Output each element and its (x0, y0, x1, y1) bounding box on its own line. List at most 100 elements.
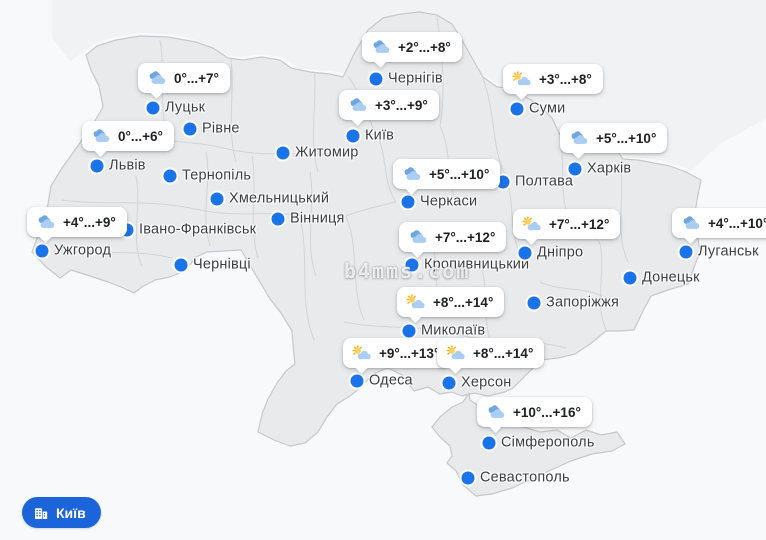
weather-badge[interactable]: 0°...+7° (138, 63, 230, 99)
city-label: Івано-Франківськ (139, 221, 257, 238)
badge-pointer (525, 232, 538, 245)
cloudy-icon (35, 214, 57, 231)
city-dot[interactable] (183, 122, 197, 136)
city-dot[interactable] (271, 212, 285, 226)
city-dot[interactable] (174, 258, 188, 272)
badge-pointer (355, 361, 368, 374)
partly-sunny-icon (445, 345, 467, 362)
temperature-range: +8°...+14° (433, 294, 494, 310)
city-label: Чернівці (193, 256, 251, 273)
temperature-range: +8°...+14° (473, 345, 534, 361)
city-dot[interactable] (346, 129, 360, 143)
badge-pointer (572, 146, 585, 159)
badge-pointer (684, 231, 697, 244)
temperature-range: +3°...+8° (539, 71, 592, 87)
cloudy-icon (568, 130, 590, 147)
city-buildings-icon (35, 507, 48, 519)
city-label: Харків (587, 160, 632, 177)
city-label: Ужгород (54, 242, 112, 259)
temperature-range: +9°...+13° (379, 345, 440, 361)
city-label: Дніпро (537, 244, 584, 261)
badge-pointer (449, 361, 462, 374)
city-dot[interactable] (402, 324, 416, 338)
city-dot[interactable] (461, 471, 475, 485)
badge-pointer (489, 420, 502, 433)
temperature-range: +2°...+8° (398, 39, 451, 55)
temperature-range: +3°...+9° (375, 97, 428, 113)
city-dot[interactable] (623, 271, 637, 285)
city-dot[interactable] (510, 102, 524, 116)
city-label: Донецьк (642, 269, 700, 286)
cloudy-icon (347, 97, 369, 114)
badge-pointer (94, 144, 107, 157)
weather-badge[interactable]: 0°...+6° (82, 121, 174, 157)
city-label: Чернігів (388, 70, 443, 87)
badge-pointer (411, 245, 424, 258)
weather-badge[interactable]: +8°...+14° (437, 338, 545, 374)
location-chip[interactable]: Київ (22, 497, 101, 528)
weather-badge[interactable]: +9°...+13° (343, 338, 451, 374)
city-dot[interactable] (276, 146, 290, 160)
city-dot[interactable] (146, 101, 160, 115)
city-dot[interactable] (518, 246, 532, 260)
cloudy-icon (90, 128, 112, 145)
cloudy-icon (146, 70, 168, 87)
cloudy-icon (485, 404, 507, 421)
city-label: Житомир (295, 144, 359, 161)
badge-pointer (374, 55, 387, 68)
city-dot[interactable] (527, 296, 541, 310)
city-dot[interactable] (405, 258, 419, 272)
city-label: Суми (529, 100, 566, 117)
city-label: Вінниця (290, 210, 345, 227)
city-label: Миколаїв (421, 322, 486, 339)
partly-sunny-icon (511, 71, 533, 88)
weather-badge[interactable]: +2°...+8° (362, 32, 462, 68)
ukraine-mainland[interactable] (31, 11, 702, 447)
temperature-range: +10°...+16° (513, 404, 581, 420)
weather-badge[interactable]: +5°...+10° (393, 159, 501, 195)
city-dot[interactable] (163, 169, 177, 183)
city-dot[interactable] (369, 72, 383, 86)
city-dot[interactable] (90, 159, 104, 173)
location-chip-label: Київ (56, 504, 86, 521)
city-label: Львів (109, 157, 146, 174)
partly-sunny-icon (405, 294, 427, 311)
city-label: Сімферополь (501, 434, 595, 451)
cloudy-icon (370, 39, 392, 56)
city-dot[interactable] (210, 192, 224, 206)
weather-badge[interactable]: +7°...+12° (513, 209, 621, 245)
city-dot[interactable] (442, 376, 456, 390)
cloudy-icon (401, 166, 423, 183)
city-label: Полтава (515, 173, 574, 190)
temperature-range: 0°...+6° (118, 128, 163, 144)
badge-pointer (39, 230, 52, 243)
weather-badge[interactable]: +4°...+9° (27, 207, 127, 243)
city-dot[interactable] (482, 436, 496, 450)
city-label: Хмельницький (229, 190, 330, 207)
weather-badge[interactable]: +3°...+9° (339, 90, 439, 126)
city-dot[interactable] (35, 244, 49, 258)
weather-badge[interactable]: +3°...+8° (503, 64, 603, 100)
city-label: Запоріжжя (546, 294, 620, 311)
badge-pointer (150, 86, 163, 99)
cloudy-icon (407, 229, 429, 246)
city-dot[interactable] (350, 374, 364, 388)
badge-pointer (515, 87, 528, 100)
city-dot[interactable] (401, 195, 415, 209)
city-dot[interactable] (679, 245, 693, 259)
weather-badge[interactable]: +5°...+10° (560, 123, 668, 159)
weather-badge[interactable]: +10°...+16° (477, 397, 592, 433)
city-label: Тернопіль (182, 167, 252, 184)
city-label: Луганськ (698, 243, 759, 260)
city-label: Рівне (202, 120, 240, 137)
weather-badge[interactable]: +8°...+14° (397, 287, 505, 323)
badge-pointer (351, 113, 364, 126)
temperature-range: +7°...+12° (435, 229, 496, 245)
temperature-range: +5°...+10° (429, 166, 490, 182)
weather-badge[interactable]: +7°...+12° (399, 222, 507, 258)
city-dot[interactable] (568, 162, 582, 176)
weather-badge[interactable]: +4°...+10° (672, 208, 766, 244)
